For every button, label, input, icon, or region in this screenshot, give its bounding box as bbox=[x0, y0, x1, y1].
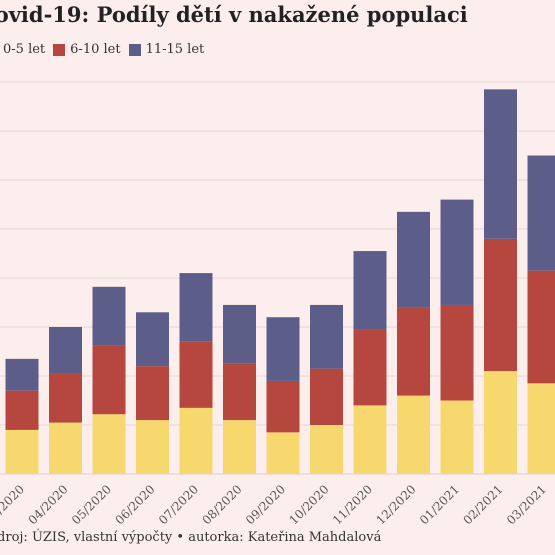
legend-item-0: 0-5 let bbox=[0, 42, 45, 57]
legend-swatch bbox=[128, 43, 141, 56]
bar-03/2020-0-5 let bbox=[5, 429, 39, 474]
bar-12/2020-0-5 let bbox=[397, 395, 430, 474]
bar-02/2021-0-5 let bbox=[484, 371, 517, 474]
legend-label: 0-5 let bbox=[3, 42, 46, 57]
bar-06/2020-6-10 let bbox=[136, 366, 169, 421]
bar-11/2020-11-15 let bbox=[353, 251, 387, 330]
bar-07/2020-6-10 let bbox=[179, 341, 213, 408]
x-tick-label: 02/2021 bbox=[460, 482, 505, 527]
bar-03/2021-0-5 let bbox=[527, 383, 555, 474]
bar-02/2021-6-10 let bbox=[484, 238, 517, 372]
bar-11/2020-0-5 let bbox=[353, 405, 387, 474]
bar-06/2020-11-15 let bbox=[136, 312, 169, 367]
bar-09/2020-6-10 let bbox=[266, 380, 300, 433]
x-tick-label: 06/2020 bbox=[112, 482, 157, 527]
legend-item-2: 11-15 let bbox=[128, 42, 205, 57]
bar-06/2020-0-5 let bbox=[136, 420, 169, 474]
bar-08/2020-6-10 let bbox=[223, 363, 256, 421]
bar-08/2020-11-15 let bbox=[223, 304, 256, 364]
legend-item-1: 6-10 let bbox=[53, 42, 121, 57]
x-tick-label: 08/2020 bbox=[199, 482, 244, 527]
bar-01/2021-0-5 let bbox=[440, 400, 474, 474]
x-tick-label: 10/2020 bbox=[286, 482, 331, 527]
bar-07/2020-0-5 let bbox=[179, 407, 213, 474]
legend-swatch bbox=[53, 43, 66, 56]
source-note: Zdroj: ÚZIS, vlastní výpočty • autorka: … bbox=[0, 530, 382, 545]
bar-02/2021-11-15 let bbox=[484, 89, 517, 239]
bar-10/2020-0-5 let bbox=[310, 425, 343, 474]
bar-04/2020-0-5 let bbox=[49, 422, 82, 474]
bar-05/2020-11-15 let bbox=[92, 286, 126, 346]
bar-07/2020-11-15 let bbox=[179, 273, 213, 342]
legend-label: 6-10 let bbox=[70, 42, 121, 57]
x-tick-label: 04/2020 bbox=[25, 482, 70, 527]
x-tick-label: 12/2020 bbox=[373, 482, 418, 527]
chart-title: Covid-19: Podíly dětí v nakažené populac… bbox=[0, 2, 468, 27]
legend: 0-5 let 6-10 let 11-15 let bbox=[0, 42, 204, 57]
x-tick-label: 03/2021 bbox=[504, 482, 549, 527]
bar-05/2020-0-5 let bbox=[92, 414, 126, 474]
bar-01/2021-6-10 let bbox=[440, 304, 474, 401]
bar-03/2021-11-15 let bbox=[527, 155, 555, 271]
bar-11/2020-6-10 let bbox=[353, 329, 387, 406]
bar-03/2020-11-15 let bbox=[5, 358, 39, 391]
bar-10/2020-6-10 let bbox=[310, 368, 343, 425]
bar-09/2020-11-15 let bbox=[266, 317, 300, 381]
bar-12/2020-6-10 let bbox=[397, 307, 430, 396]
x-tick-label: 03/2020 bbox=[0, 482, 27, 527]
legend-label: 11-15 let bbox=[145, 42, 205, 57]
x-tick-label: 01/2021 bbox=[417, 482, 462, 527]
bar-10/2020-11-15 let bbox=[310, 304, 343, 369]
x-tick-label: 05/2020 bbox=[69, 482, 114, 527]
x-tick-label: 09/2020 bbox=[243, 482, 288, 527]
x-tick-label: 11/2020 bbox=[330, 482, 375, 527]
bar-04/2020-11-15 let bbox=[49, 327, 82, 374]
bar-04/2020-6-10 let bbox=[49, 373, 82, 423]
bar-08/2020-0-5 let bbox=[223, 420, 256, 474]
bar-05/2020-6-10 let bbox=[92, 345, 126, 415]
x-tick-label: 07/2020 bbox=[156, 482, 201, 527]
bar-12/2020-11-15 let bbox=[397, 211, 430, 308]
bar-03/2020-6-10 let bbox=[5, 390, 39, 430]
bar-01/2021-11-15 let bbox=[440, 199, 474, 305]
bar-09/2020-0-5 let bbox=[266, 432, 300, 474]
bar-03/2021-6-10 let bbox=[527, 270, 555, 384]
